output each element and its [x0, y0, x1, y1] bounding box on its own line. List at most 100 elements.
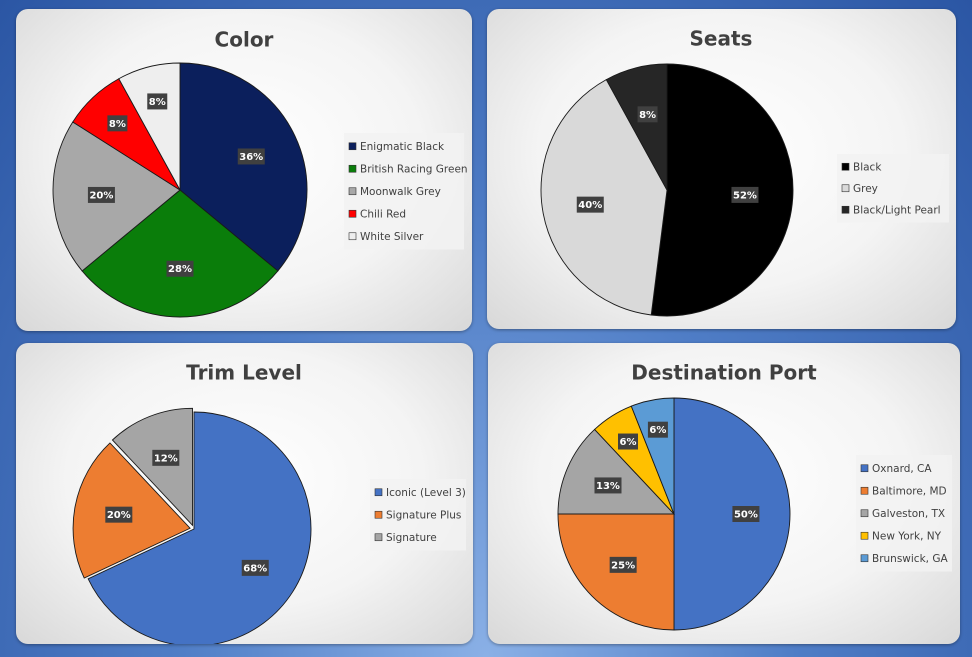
data-label-oxnard-ca: 50% — [732, 506, 760, 522]
legend-swatch — [348, 164, 357, 173]
data-label-galveston-tx: 13% — [594, 477, 622, 494]
data-label-box — [152, 449, 180, 466]
data-label-box — [576, 196, 604, 213]
data-label-text: 52% — [733, 190, 757, 201]
slice-moonwalk-grey[interactable] — [52, 121, 181, 272]
data-label-black: 52% — [731, 186, 759, 203]
legend-swatch — [348, 232, 357, 241]
legend-label: Black — [853, 161, 882, 173]
data-label-text: 68% — [243, 563, 267, 574]
slice-enigmatic-black[interactable] — [179, 62, 308, 272]
data-label-text: 20% — [89, 190, 113, 201]
chart-panel-trim-level: Trim Level 68% 20% 12% Iconic (Level 3) Signa… — [16, 343, 473, 644]
slice-black-light-pearl[interactable] — [605, 63, 668, 191]
slice-black[interactable] — [650, 63, 794, 317]
legend-item-signature[interactable]: Signature — [374, 532, 437, 544]
legend-item-oxnard-ca[interactable]: Oxnard, CA — [860, 463, 932, 475]
legend-swatch — [860, 554, 869, 563]
data-label-text: 25% — [611, 560, 635, 571]
legend-label: Oxnard, CA — [872, 463, 932, 475]
legend-label: Moonwalk Grey — [360, 186, 441, 198]
legend-item-brunswick-ga[interactable]: Brunswick, GA — [860, 553, 948, 565]
data-label-text: 12% — [154, 453, 178, 464]
legend-item-enigmatic-black[interactable]: Enigmatic Black — [348, 141, 445, 153]
legend-background — [370, 479, 466, 551]
slice-oxnard-ca[interactable] — [673, 397, 791, 631]
data-label-text: 8% — [109, 119, 126, 130]
seats-pie-chart: Seats 52% 40% 8% Black Grey Black/Light Pearl — [540, 27, 949, 317]
legend-label: British Racing Green — [360, 163, 468, 175]
legend-item-moonwalk-grey[interactable]: Moonwalk Grey — [348, 186, 441, 198]
legend-label: White Silver — [360, 231, 424, 243]
data-label-box — [87, 186, 115, 203]
data-label-text: 6% — [620, 437, 637, 448]
legend-swatch — [374, 488, 383, 497]
legend-label: Brunswick, GA — [872, 553, 948, 565]
color-legend: Enigmatic Black British Racing Green Moonw… — [344, 133, 468, 250]
data-label-text: 8% — [149, 97, 166, 108]
legend-swatch — [841, 184, 850, 193]
legend-swatch — [374, 510, 383, 519]
data-label-box — [732, 506, 760, 522]
legend-item-black-light-pearl[interactable]: Black/Light Pearl — [841, 204, 941, 216]
legend-item-british-racing-green[interactable]: British Racing Green — [348, 163, 468, 175]
legend-item-black[interactable]: Black — [841, 161, 882, 173]
legend-item-galveston-tx[interactable]: Galveston, TX — [860, 508, 945, 520]
data-label-text: 36% — [239, 152, 263, 163]
legend-item-grey[interactable]: Grey — [841, 183, 878, 195]
legend-label: Baltimore, MD — [872, 485, 947, 497]
legend-swatch — [348, 142, 357, 151]
data-label-grey: 40% — [576, 196, 604, 213]
slice-british-racing-green[interactable] — [81, 189, 279, 318]
data-label-box — [147, 93, 168, 110]
slice-signature[interactable] — [111, 407, 193, 527]
color-pie-chart: Color 36% 28% 20% 8% 8% Enigmatic Black British… — [52, 28, 468, 318]
chart-panel-seats: Seats 52% 40% 8% Black Grey Black/Light Pearl — [487, 9, 956, 329]
data-label-text: 13% — [596, 481, 620, 492]
legend-item-white-silver[interactable]: White Silver — [348, 231, 424, 243]
data-label-box — [637, 106, 658, 123]
trim-level-legend: Iconic (Level 3) Signature Plus Signature — [370, 479, 466, 551]
destination-port-pie-chart: Destination Port 50% 25% 13% 6% 6% Oxnard, CA B… — [557, 361, 952, 631]
data-label-text: 6% — [649, 425, 666, 436]
destination-port-legend: Oxnard, CA Baltimore, MD Galveston, TX New … — [856, 455, 952, 572]
data-label-box — [241, 559, 269, 576]
seats-chart-title: Seats — [690, 27, 753, 51]
legend-label: Galveston, TX — [872, 508, 945, 520]
data-label-black-light-pearl: 8% — [637, 106, 658, 123]
data-label-white-silver: 8% — [147, 93, 168, 110]
legend-item-signature-plus[interactable]: Signature Plus — [374, 509, 461, 521]
legend-swatch — [860, 486, 869, 495]
data-label-box — [618, 433, 639, 450]
data-label-baltimore-md: 25% — [609, 556, 637, 573]
data-label-text: 50% — [734, 510, 758, 521]
slice-grey[interactable] — [540, 78, 668, 316]
legend-swatch — [841, 162, 850, 171]
data-label-text: 40% — [578, 200, 602, 211]
legend-swatch — [860, 464, 869, 473]
slice-galveston-tx[interactable] — [557, 428, 676, 515]
legend-swatch — [348, 187, 357, 196]
legend-item-chili-red[interactable]: Chili Red — [348, 208, 406, 220]
legend-item-baltimore-md[interactable]: Baltimore, MD — [860, 485, 947, 497]
slice-iconic-level-3[interactable] — [87, 411, 312, 644]
legend-background — [344, 133, 464, 250]
data-label-chili-red: 8% — [107, 115, 128, 132]
legend-swatch — [348, 209, 357, 218]
data-label-brunswick-ga: 6% — [647, 421, 668, 438]
trim-level-pie-chart: Trim Level 68% 20% 12% Iconic (Level 3) Signa… — [72, 361, 466, 644]
legend-label: Signature Plus — [386, 509, 461, 521]
data-label-box — [594, 477, 622, 494]
data-label-text: 20% — [107, 510, 131, 521]
data-label-box — [237, 148, 265, 165]
data-label-british-racing-green: 28% — [166, 260, 194, 277]
legend-background — [837, 154, 949, 223]
legend-label: Black/Light Pearl — [853, 204, 941, 216]
legend-swatch — [860, 531, 869, 540]
data-label-enigmatic-black: 36% — [237, 148, 265, 165]
destination-port-chart-title: Destination Port — [631, 361, 817, 385]
legend-item-iconic-level-3[interactable]: Iconic (Level 3) — [374, 487, 466, 499]
legend-background — [856, 455, 952, 572]
legend-item-new-york-ny[interactable]: New York, NY — [860, 530, 942, 542]
data-label-iconic-level-3: 68% — [241, 559, 269, 576]
